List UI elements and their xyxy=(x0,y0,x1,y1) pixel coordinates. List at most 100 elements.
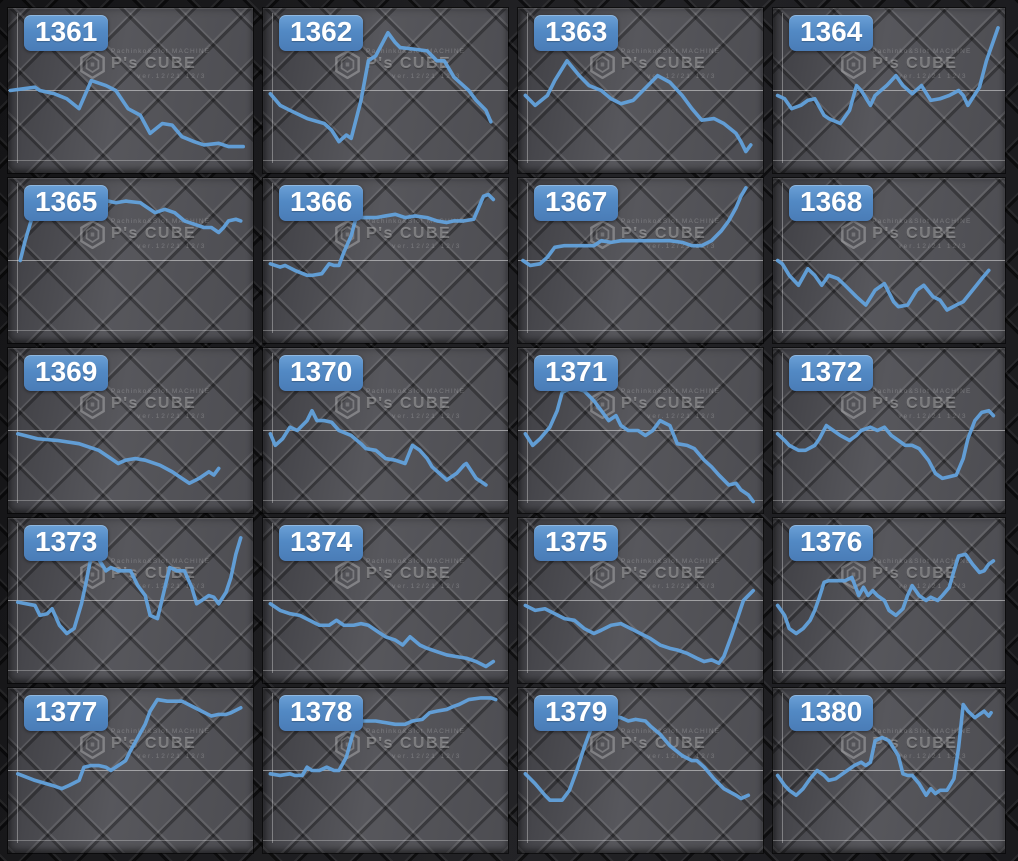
bottom-axis-line xyxy=(263,330,508,331)
machine-number-badge: 1364 xyxy=(789,15,874,51)
y-axis-line xyxy=(272,183,273,333)
slump-graph-line xyxy=(8,8,253,173)
bottom-axis-line xyxy=(518,330,763,331)
bottom-axis-line xyxy=(263,670,508,671)
machine-tile[interactable]: Pachinko&Slot MACHINE P's CUBE ver.12/21… xyxy=(8,518,253,683)
bottom-axis-line xyxy=(8,840,253,841)
machine-number-badge: 1365 xyxy=(24,185,109,221)
machine-tile[interactable]: Pachinko&Slot MACHINE P's CUBE ver.12/21… xyxy=(518,688,763,853)
machine-tile[interactable]: Pachinko&Slot MACHINE P's CUBE ver.12/21… xyxy=(773,688,1005,853)
machine-number-badge: 1376 xyxy=(789,525,874,561)
slump-graph-line xyxy=(773,348,1005,513)
machine-tile[interactable]: Pachinko&Slot MACHINE P's CUBE ver.12/21… xyxy=(518,178,763,343)
y-axis-line xyxy=(527,523,528,673)
machine-number-badge: 1372 xyxy=(789,355,874,391)
y-axis-line xyxy=(272,13,273,163)
machine-tile[interactable]: Pachinko&Slot MACHINE P's CUBE ver.12/21… xyxy=(8,8,253,173)
machine-number-badge: 1362 xyxy=(279,15,364,51)
machine-tile[interactable]: Pachinko&Slot MACHINE P's CUBE ver.12/21… xyxy=(8,178,253,343)
slump-graph-line xyxy=(263,688,508,853)
machine-tile[interactable]: Pachinko&Slot MACHINE P's CUBE ver.12/21… xyxy=(263,348,508,513)
machine-tile[interactable]: Pachinko&Slot MACHINE P's CUBE ver.12/21… xyxy=(773,348,1005,513)
zero-line xyxy=(773,769,1005,771)
y-axis-line xyxy=(782,523,783,673)
machine-tile[interactable]: Pachinko&Slot MACHINE P's CUBE ver.12/21… xyxy=(773,8,1005,173)
machine-number-badge: 1378 xyxy=(279,695,364,731)
y-axis-line xyxy=(17,353,18,503)
bottom-axis-line xyxy=(518,500,763,501)
zero-line xyxy=(518,259,763,261)
machine-number-badge: 1368 xyxy=(789,185,874,221)
y-axis-line xyxy=(782,353,783,503)
y-axis-line xyxy=(17,523,18,673)
zero-line xyxy=(518,599,763,601)
bottom-axis-line xyxy=(518,840,763,841)
machine-number-badge: 1363 xyxy=(534,15,619,51)
zero-line xyxy=(8,769,253,771)
machine-tile[interactable]: Pachinko&Slot MACHINE P's CUBE ver.12/21… xyxy=(8,348,253,513)
machine-number-badge: 1369 xyxy=(24,355,109,391)
machine-tile[interactable]: Pachinko&Slot MACHINE P's CUBE ver.12/21… xyxy=(518,8,763,173)
y-axis-line xyxy=(272,353,273,503)
bottom-axis-line xyxy=(773,160,1005,161)
machine-tile[interactable]: Pachinko&Slot MACHINE P's CUBE ver.12/21… xyxy=(773,178,1005,343)
machine-tile[interactable]: Pachinko&Slot MACHINE P's CUBE ver.12/21… xyxy=(263,518,508,683)
slump-graph-line xyxy=(773,688,1005,853)
slump-graph-line xyxy=(773,8,1005,173)
bottom-axis-line xyxy=(8,330,253,331)
slump-graph-line xyxy=(773,518,1005,683)
zero-line xyxy=(8,429,253,431)
y-axis-line xyxy=(272,523,273,673)
zero-line xyxy=(773,599,1005,601)
machine-tile[interactable]: Pachinko&Slot MACHINE P's CUBE ver.12/21… xyxy=(263,178,508,343)
machine-tile[interactable]: Pachinko&Slot MACHINE P's CUBE ver.12/21… xyxy=(8,688,253,853)
y-axis-line xyxy=(782,693,783,843)
bottom-axis-line xyxy=(263,160,508,161)
y-axis-line xyxy=(527,183,528,333)
bottom-axis-line xyxy=(263,500,508,501)
machine-number-badge: 1373 xyxy=(24,525,109,561)
machine-number-badge: 1366 xyxy=(279,185,364,221)
slump-graph-line xyxy=(518,688,763,853)
machine-number-badge: 1375 xyxy=(534,525,619,561)
bottom-axis-line xyxy=(8,670,253,671)
machine-number-badge: 1380 xyxy=(789,695,874,731)
slump-graph-line xyxy=(518,348,763,513)
zero-line xyxy=(263,769,508,771)
slump-graph-line xyxy=(773,178,1005,343)
machine-tile[interactable]: Pachinko&Slot MACHINE P's CUBE ver.12/21… xyxy=(263,8,508,173)
slump-graph-line xyxy=(8,518,253,683)
machine-tile[interactable]: Pachinko&Slot MACHINE P's CUBE ver.12/21… xyxy=(263,688,508,853)
machine-tile[interactable]: Pachinko&Slot MACHINE P's CUBE ver.12/21… xyxy=(518,348,763,513)
zero-line xyxy=(8,259,253,261)
zero-line xyxy=(518,769,763,771)
zero-line xyxy=(263,259,508,261)
slump-graph-line xyxy=(263,8,508,173)
bottom-axis-line xyxy=(518,670,763,671)
machine-tile[interactable]: Pachinko&Slot MACHINE P's CUBE ver.12/21… xyxy=(518,518,763,683)
slump-graph-line xyxy=(263,348,508,513)
zero-line xyxy=(8,599,253,601)
slump-graph-line xyxy=(518,518,763,683)
y-axis-line xyxy=(782,13,783,163)
slump-graph-line xyxy=(518,8,763,173)
slump-graph-line xyxy=(8,688,253,853)
machine-tile[interactable]: Pachinko&Slot MACHINE P's CUBE ver.12/21… xyxy=(773,518,1005,683)
zero-line xyxy=(263,599,508,601)
y-axis-line xyxy=(782,183,783,333)
bottom-axis-line xyxy=(8,500,253,501)
machine-number-badge: 1379 xyxy=(534,695,619,731)
bottom-axis-line xyxy=(263,840,508,841)
zero-line xyxy=(8,89,253,91)
slump-graph-line xyxy=(263,178,508,343)
zero-line xyxy=(773,259,1005,261)
machine-number-badge: 1361 xyxy=(24,15,109,51)
zero-line xyxy=(518,89,763,91)
zero-line xyxy=(263,429,508,431)
slump-graph-line xyxy=(518,178,763,343)
bottom-axis-line xyxy=(773,840,1005,841)
bottom-axis-line xyxy=(773,670,1005,671)
machine-tile-grid: Pachinko&Slot MACHINE P's CUBE ver.12/21… xyxy=(8,8,1005,853)
y-axis-line xyxy=(272,693,273,843)
